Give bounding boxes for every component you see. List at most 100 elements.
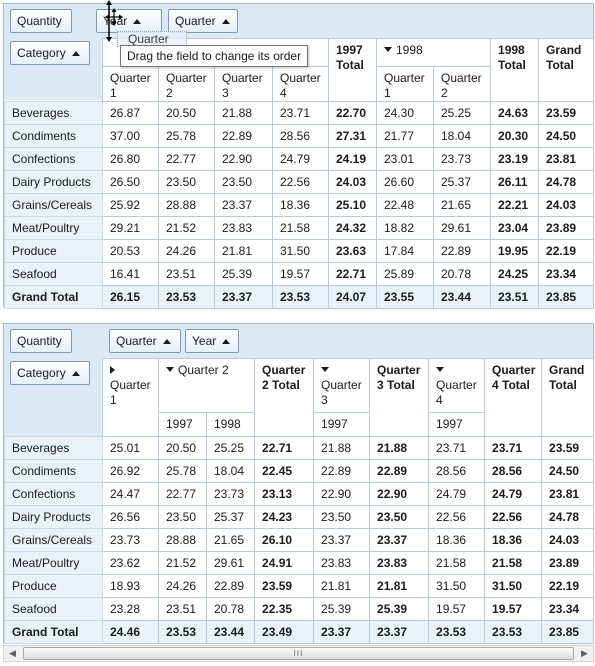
value-cell[interactable]: 23.62 xyxy=(102,551,159,575)
value-cell[interactable]: 22.56 xyxy=(272,170,329,194)
column-field-year[interactable]: Year xyxy=(185,329,239,353)
value-cell[interactable]: 25.01 xyxy=(102,436,159,460)
filter-field-quantity[interactable]: Quantity xyxy=(10,329,72,353)
value-cell[interactable]: 18.36 xyxy=(272,193,329,217)
value-cell[interactable]: 23.83 xyxy=(214,216,273,240)
value-cell[interactable]: 25.39 xyxy=(369,597,430,621)
value-cell[interactable]: 20.50 xyxy=(158,101,215,125)
value-cell[interactable]: 22.71 xyxy=(254,436,315,460)
value-cell[interactable]: 23.89 xyxy=(541,551,595,575)
value-cell[interactable]: 23.50 xyxy=(158,170,215,194)
value-cell[interactable]: 24.32 xyxy=(328,216,377,240)
value-cell[interactable]: 21.65 xyxy=(205,528,256,552)
value-cell[interactable]: 23.37 xyxy=(214,193,273,217)
value-cell[interactable]: 22.77 xyxy=(158,147,215,171)
value-cell[interactable]: 23.44 xyxy=(205,620,256,644)
value-cell[interactable]: 24.50 xyxy=(541,459,595,483)
value-cell[interactable]: 23.71 xyxy=(484,436,543,460)
value-cell[interactable]: 23.37 xyxy=(369,528,430,552)
collapse-icon[interactable] xyxy=(436,367,445,372)
value-cell[interactable]: 23.53 xyxy=(484,620,543,644)
value-cell[interactable]: 22.35 xyxy=(254,597,315,621)
value-cell[interactable]: 26.11 xyxy=(490,170,540,194)
value-cell[interactable]: 25.78 xyxy=(158,459,207,483)
row-header-category[interactable]: Meat/Poultry xyxy=(4,551,103,575)
value-cell[interactable]: 26.10 xyxy=(254,528,315,552)
value-cell[interactable]: 23.71 xyxy=(428,436,486,460)
scroll-left-arrow-icon[interactable]: ◀ xyxy=(9,648,16,658)
value-cell[interactable]: 24.30 xyxy=(376,101,434,125)
row-header-category[interactable]: Produce xyxy=(4,574,103,598)
value-cell[interactable]: 21.81 xyxy=(313,574,371,598)
value-cell[interactable]: 21.81 xyxy=(214,239,273,263)
value-cell[interactable]: 23.50 xyxy=(369,505,430,529)
column-header-quarter[interactable]: Quarter 2 xyxy=(432,66,492,102)
value-cell[interactable]: 18.04 xyxy=(205,459,256,483)
value-cell[interactable]: 20.53 xyxy=(102,239,159,263)
scrollbar-thumb[interactable]: III xyxy=(23,647,574,660)
grand-total-label[interactable]: Grand Total xyxy=(4,285,103,309)
value-cell[interactable]: 28.56 xyxy=(484,459,543,483)
value-cell[interactable]: 26.60 xyxy=(376,170,434,194)
value-cell[interactable]: 23.73 xyxy=(205,482,256,506)
value-cell[interactable]: 26.15 xyxy=(102,285,159,309)
value-cell[interactable]: 25.39 xyxy=(313,597,371,621)
row-header-category[interactable]: Confections xyxy=(4,147,103,171)
value-cell[interactable]: 21.81 xyxy=(369,574,430,598)
horizontal-scrollbar[interactable]: ◀ III ▶ xyxy=(3,645,594,662)
value-cell[interactable]: 24.19 xyxy=(328,147,377,171)
value-cell[interactable]: 22.56 xyxy=(428,505,486,529)
value-cell[interactable]: 19.57 xyxy=(428,597,486,621)
value-cell[interactable]: 24.78 xyxy=(538,170,595,194)
value-cell[interactable]: 23.51 xyxy=(158,597,207,621)
value-cell[interactable]: 24.07 xyxy=(328,285,377,309)
column-header-quarter-4[interactable]: Quarter 4 xyxy=(428,358,486,413)
row-header-category[interactable]: Seafood xyxy=(4,597,103,621)
grand-total-label[interactable]: Grand Total xyxy=(4,620,103,644)
row-header-category[interactable]: Dairy Products xyxy=(4,170,103,194)
value-cell[interactable]: 18.36 xyxy=(428,528,486,552)
value-cell[interactable]: 22.90 xyxy=(369,482,430,506)
value-cell[interactable]: 25.39 xyxy=(214,262,273,286)
value-cell[interactable]: 24.03 xyxy=(328,170,377,194)
column-header-quarter[interactable]: Quarter 4 xyxy=(272,66,329,102)
value-cell[interactable]: 23.34 xyxy=(538,262,595,286)
value-cell[interactable]: 23.37 xyxy=(214,285,273,309)
value-cell[interactable]: 23.04 xyxy=(490,216,540,240)
column-header-quarter[interactable]: Quarter 1 xyxy=(102,66,159,102)
value-cell[interactable]: 20.50 xyxy=(158,436,207,460)
column-field-quarter[interactable]: Quarter xyxy=(168,9,238,33)
collapse-icon[interactable] xyxy=(384,47,392,52)
value-cell[interactable]: 25.10 xyxy=(328,193,377,217)
value-cell[interactable]: 17.84 xyxy=(376,239,434,263)
value-cell[interactable]: 25.78 xyxy=(158,124,215,148)
value-cell[interactable]: 23.51 xyxy=(158,262,215,286)
value-cell[interactable]: 23.37 xyxy=(313,620,371,644)
value-cell[interactable]: 25.25 xyxy=(205,436,256,460)
value-cell[interactable]: 23.28 xyxy=(102,597,159,621)
value-cell[interactable]: 22.89 xyxy=(432,239,492,263)
value-cell[interactable]: 20.30 xyxy=(490,124,540,148)
column-header-year[interactable]: 1997 xyxy=(158,412,207,437)
row-header-category[interactable]: Confections xyxy=(4,482,103,506)
column-header-year[interactable]: 1998 xyxy=(205,412,256,437)
value-cell[interactable]: 23.59 xyxy=(538,101,595,125)
value-cell[interactable]: 19.57 xyxy=(484,597,543,621)
value-cell[interactable]: 29.61 xyxy=(205,551,256,575)
value-cell[interactable]: 23.73 xyxy=(432,147,492,171)
value-cell[interactable]: 24.03 xyxy=(538,193,595,217)
value-cell[interactable]: 25.37 xyxy=(205,505,256,529)
value-cell[interactable]: 23.81 xyxy=(541,482,595,506)
value-cell[interactable]: 24.91 xyxy=(254,551,315,575)
value-cell[interactable]: 21.65 xyxy=(432,193,492,217)
value-cell[interactable]: 21.77 xyxy=(376,124,434,148)
value-cell[interactable]: 24.03 xyxy=(541,528,595,552)
value-cell[interactable]: 26.92 xyxy=(102,459,159,483)
value-cell[interactable]: 19.57 xyxy=(272,262,329,286)
expand-icon[interactable] xyxy=(110,366,115,374)
value-cell[interactable]: 24.23 xyxy=(254,505,315,529)
value-cell[interactable]: 26.56 xyxy=(102,505,159,529)
value-cell[interactable]: 23.34 xyxy=(541,597,595,621)
row-header-category[interactable]: Beverages xyxy=(4,436,103,460)
column-header-quarter[interactable]: Quarter 2 xyxy=(158,66,215,102)
